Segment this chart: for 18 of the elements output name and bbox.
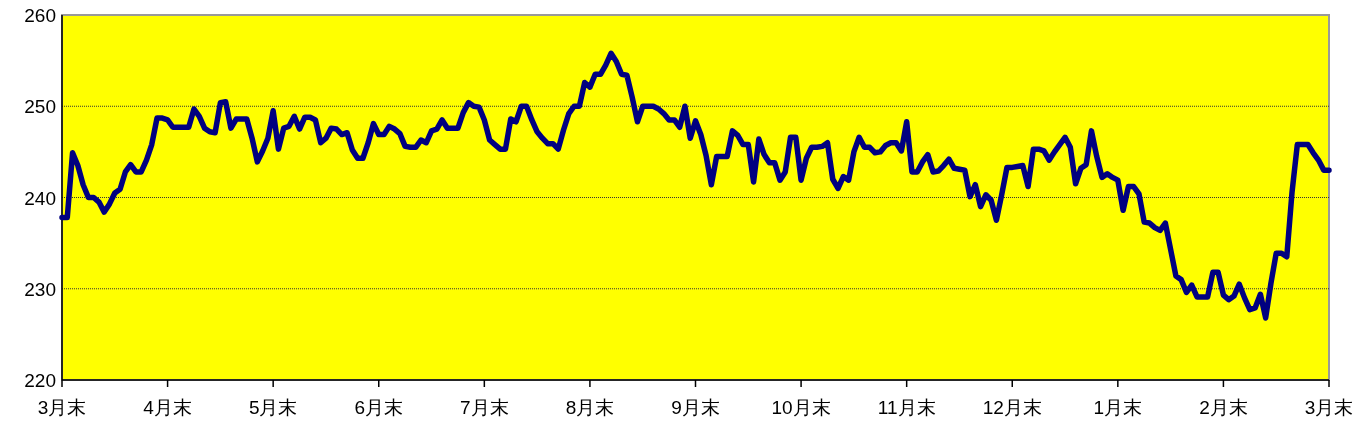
y-tick-label: 260 (24, 5, 56, 26)
x-tick-label: 7月末 (460, 397, 509, 418)
x-tick-label: 9月末 (671, 397, 720, 418)
x-tick-label: 4月末 (143, 397, 192, 418)
x-tick-label: 12月末 (982, 397, 1042, 418)
x-tick-label: 10月末 (771, 397, 831, 418)
y-tick-label: 230 (24, 278, 56, 300)
x-tick-label: 3月末 (1304, 397, 1354, 418)
y-tick-label: 250 (24, 96, 56, 118)
y-tick-label: 240 (24, 187, 56, 209)
x-tick-label: 8月末 (565, 397, 615, 418)
x-tick-label: 2月末 (1199, 397, 1248, 418)
y-tick-label: 220 (24, 370, 56, 391)
x-tick-label: 11月末 (877, 397, 936, 418)
x-tick-label: 1月末 (1093, 397, 1143, 418)
x-tick-label: 6月末 (354, 397, 404, 418)
x-tick-label: 5月末 (248, 397, 298, 418)
x-tick-label: 3月末 (37, 397, 87, 418)
